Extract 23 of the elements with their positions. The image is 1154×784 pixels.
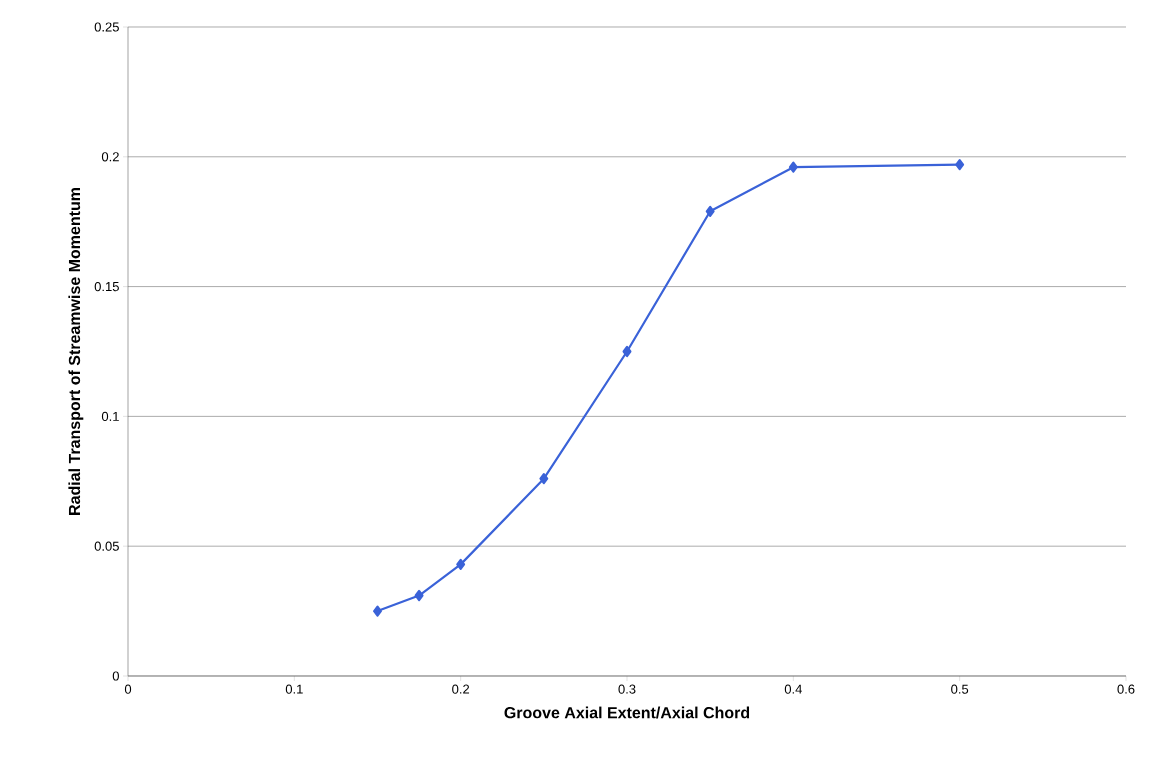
y-tick-label: 0.1	[101, 411, 119, 421]
point	[622, 345, 632, 358]
x-tick-label: 0.3	[618, 684, 636, 694]
y-tick-label: 0.2	[101, 152, 119, 162]
point	[373, 605, 382, 617]
x-tick-label: 0.1	[285, 684, 303, 694]
x-tick-label: 0.4	[784, 684, 802, 694]
y-axis-title: Radial Transport of Streamwise Momentum	[68, 188, 84, 515]
point	[456, 558, 466, 570]
y-tick-label: 0.05	[94, 541, 119, 551]
x-tick-label: 0.2	[452, 684, 470, 694]
x-tick-label: 0.5	[951, 684, 969, 694]
x-tick-label: 0.6	[1117, 684, 1135, 694]
point	[539, 473, 549, 485]
point	[955, 158, 965, 171]
x-axis-title: Groove Axial Extent/Axial Chord	[504, 706, 750, 719]
point	[414, 589, 424, 602]
point	[705, 205, 715, 217]
y-tick-label: 0	[112, 671, 119, 681]
y-tick-label: 0.25	[94, 22, 119, 32]
point	[788, 161, 798, 173]
y-tick-label: 0.15	[94, 281, 119, 292]
x-tick-label: 0	[124, 684, 132, 694]
